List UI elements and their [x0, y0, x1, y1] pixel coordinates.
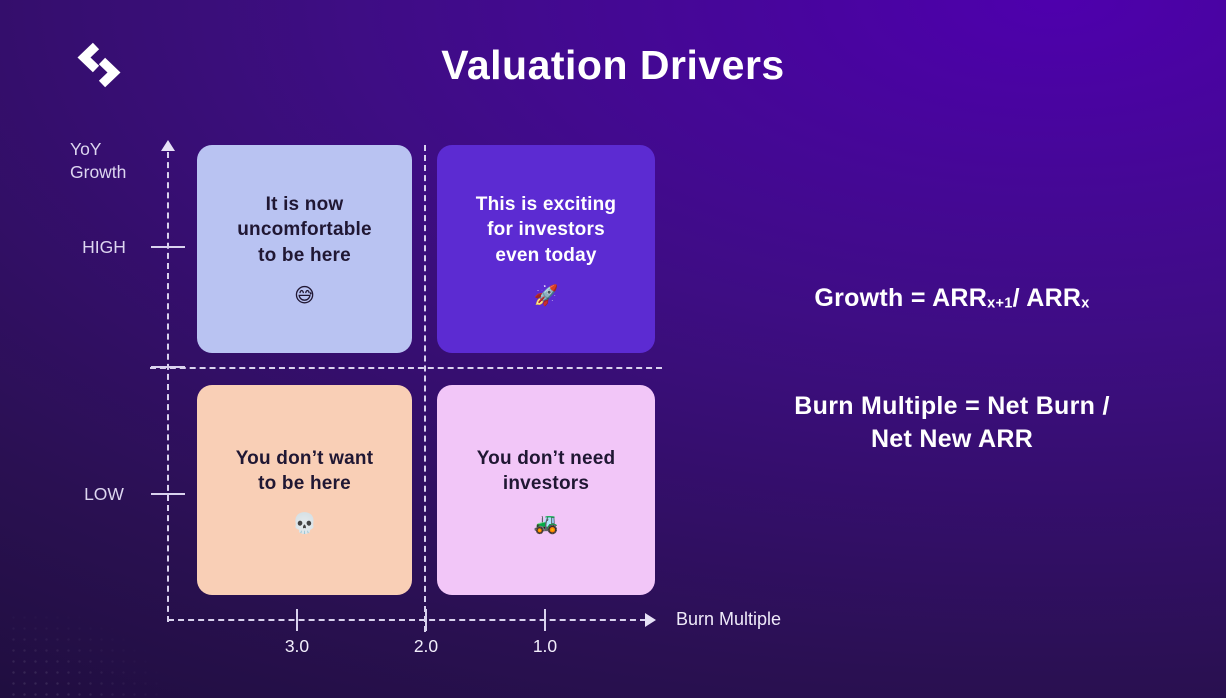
quadrant-bottom-left-text: You don’t want to be here — [235, 447, 374, 494]
growth-formula-prefix: Growth = ARR — [814, 284, 988, 312]
x-axis-tick-3 — [296, 609, 298, 631]
burn-multiple-formula: Burn Multiple = Net Burn / Net New ARR — [794, 392, 1110, 453]
quadrant-top-right: This is exciting for investors even toda… — [437, 145, 655, 353]
tractor-emoji: 🚜 — [533, 513, 559, 536]
x-axis-arrow-icon — [645, 613, 656, 627]
sweat-smile-emoji: 😅 — [294, 284, 315, 307]
page-title: Valuation Drivers — [441, 42, 785, 88]
growth-formula-mid: / ARR — [1012, 284, 1082, 312]
x-tick-label-1: 1.0 — [532, 636, 558, 656]
x-axis-line — [168, 619, 646, 621]
y-axis-label: YoY Growth — [70, 139, 127, 182]
quadrant-bottom-left: You don’t want to be here 💀 — [197, 385, 412, 595]
rocket-emoji: 🚀 — [533, 284, 559, 307]
quadrant-horizontal-divider — [150, 367, 662, 369]
y-axis-tick-mid — [151, 366, 185, 368]
quadrant-top-right-text: This is exciting for investors even toda… — [475, 194, 617, 266]
quadrant-bottom-right: You don’t need investors 🚜 — [437, 385, 655, 595]
double-chevron-icon — [77, 42, 121, 88]
quadrant-vertical-divider — [424, 145, 426, 632]
growth-formula-subscript-x1: x+1 — [987, 295, 1013, 312]
y-axis-arrow-icon — [161, 140, 175, 151]
x-tick-label-2: 2.0 — [413, 636, 439, 656]
x-axis-label: Burn Multiple — [676, 609, 782, 629]
dot-pattern-decoration — [8, 612, 158, 698]
quadrant-bottom-right-text: You don’t need investors — [476, 447, 616, 494]
y-axis-tick-high — [151, 246, 185, 248]
growth-formula: Growth = ARRx+1/ ARRx — [752, 284, 1152, 313]
quadrant-top-left: It is now uncomfortable to be here 😅 — [197, 145, 412, 353]
y-axis-tick-low — [151, 493, 185, 495]
quadrant-top-left-text: It is now uncomfortable to be here — [237, 194, 372, 266]
growth-formula-subscript-x: x — [1081, 295, 1090, 312]
y-tick-label-high: HIGH — [82, 237, 126, 257]
y-tick-label-low: LOW — [84, 484, 124, 504]
x-tick-label-3: 3.0 — [284, 636, 310, 656]
x-axis-tick-1 — [544, 609, 546, 631]
skull-emoji: 💀 — [292, 513, 317, 536]
y-axis-line — [167, 152, 169, 622]
brand-logo — [76, 42, 122, 88]
x-axis-tick-2 — [425, 609, 427, 631]
